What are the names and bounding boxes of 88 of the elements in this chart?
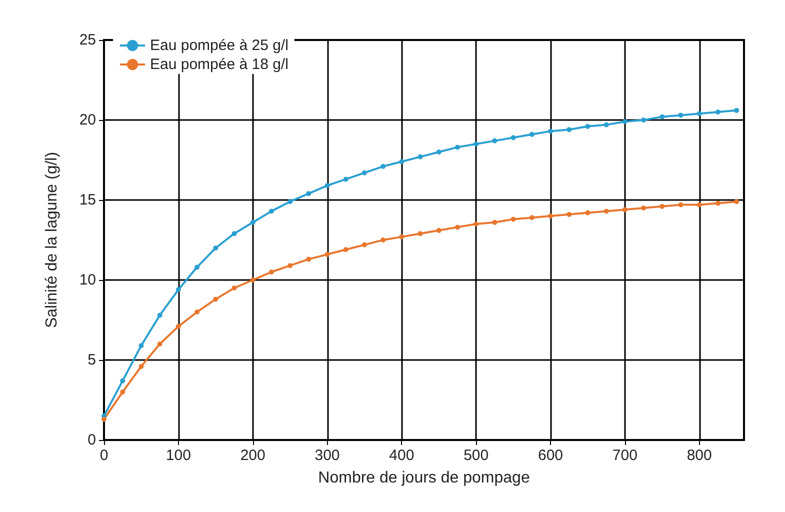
point <box>250 220 256 225</box>
point <box>436 228 442 233</box>
y-tick-label: 15 <box>79 192 96 208</box>
point <box>380 164 386 169</box>
point <box>715 110 720 114</box>
x-tick-label: 400 <box>389 447 414 464</box>
point <box>418 231 423 236</box>
point <box>306 191 312 196</box>
point <box>232 231 237 236</box>
point <box>604 122 609 128</box>
point <box>306 256 312 262</box>
y-tick-label: 10 <box>79 272 96 288</box>
x-tick-label: 0 <box>100 447 108 464</box>
x-tick-label: 800 <box>686 447 712 464</box>
point <box>510 135 516 140</box>
point <box>641 206 646 210</box>
point <box>641 118 646 122</box>
point <box>510 216 516 222</box>
x-tick-label: 500 <box>464 447 489 464</box>
point <box>176 287 181 292</box>
point <box>548 214 554 218</box>
x-tick-label: 200 <box>240 447 266 464</box>
point <box>213 296 218 302</box>
x-tick-label: 100 <box>166 447 191 464</box>
x-tick-label: 300 <box>314 447 340 464</box>
point <box>288 199 293 204</box>
x-tick-label: 600 <box>538 447 564 464</box>
point <box>268 270 274 274</box>
point <box>176 324 181 329</box>
point <box>548 128 554 134</box>
point <box>399 234 404 240</box>
point <box>380 238 386 242</box>
point <box>157 312 162 318</box>
point <box>529 132 534 137</box>
point <box>529 215 534 220</box>
point <box>734 108 740 113</box>
point <box>232 286 237 290</box>
point <box>324 183 330 188</box>
point <box>474 222 479 226</box>
point <box>604 208 609 214</box>
point <box>660 114 665 120</box>
legend-label: Eau pompée à 18 g/l <box>150 56 288 73</box>
y-tick-label: 25 <box>79 32 96 48</box>
point <box>436 150 442 154</box>
point <box>343 247 348 252</box>
point <box>288 263 293 268</box>
point <box>138 364 144 369</box>
y-tick-label: 20 <box>79 112 96 128</box>
y-tick-label: 5 <box>88 352 96 368</box>
point <box>678 202 684 208</box>
point <box>715 200 720 206</box>
point <box>250 278 256 282</box>
point <box>474 142 479 146</box>
x-tick-label: 700 <box>612 447 638 464</box>
point <box>362 170 367 176</box>
point <box>120 378 126 384</box>
point <box>454 224 460 230</box>
point <box>213 246 218 250</box>
point <box>622 119 628 124</box>
point <box>622 207 628 212</box>
point <box>454 144 460 150</box>
legend-label: Eau pompée à 25 g/l <box>150 37 288 54</box>
point <box>268 208 274 214</box>
x-axis-title: Nombre de jours de pompage <box>318 470 530 486</box>
point <box>696 111 702 116</box>
point <box>138 343 144 348</box>
point <box>566 127 572 132</box>
point <box>660 204 665 209</box>
point <box>418 154 423 160</box>
point <box>102 416 106 422</box>
point <box>734 199 740 204</box>
point <box>343 176 348 182</box>
point <box>194 264 200 270</box>
y-tick-label: 0 <box>88 432 96 448</box>
y-axis-title: Salinité de la lagune (g/l) <box>44 152 60 328</box>
point <box>585 210 590 216</box>
point <box>194 310 200 314</box>
point <box>492 138 498 144</box>
point <box>157 342 162 346</box>
point <box>585 124 590 129</box>
point <box>324 252 330 257</box>
point <box>362 242 367 248</box>
point <box>696 202 702 208</box>
point <box>566 212 572 217</box>
point <box>492 220 498 225</box>
point <box>678 112 684 118</box>
point <box>120 390 126 394</box>
point <box>399 159 404 164</box>
